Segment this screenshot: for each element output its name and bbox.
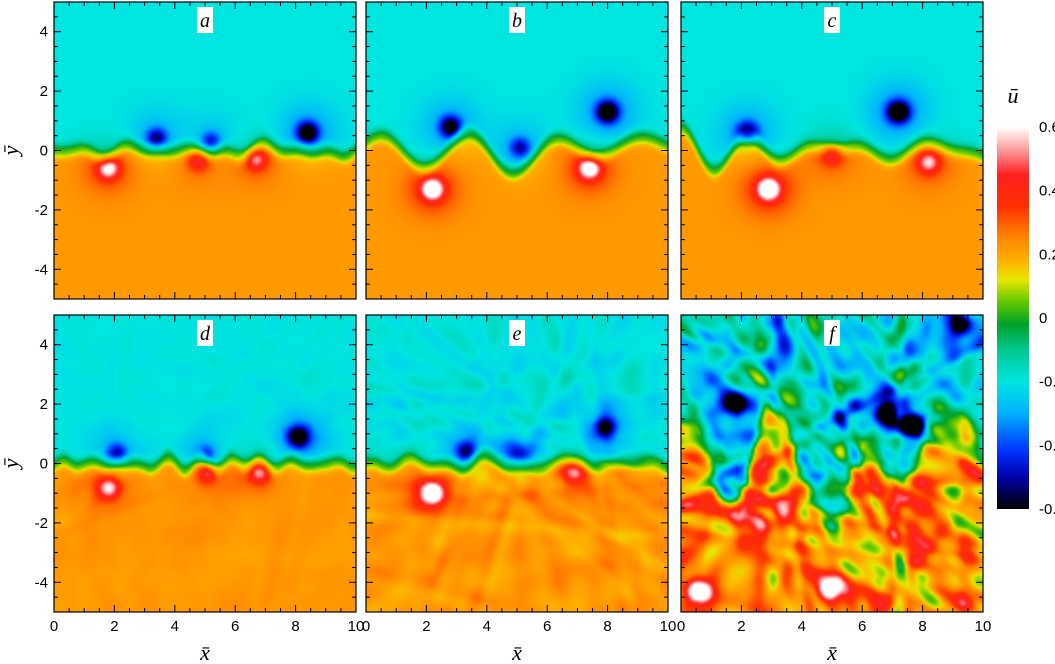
panel-a-ticks [53,1,357,300]
panel-a: a [53,1,357,300]
panel-a-tag-bg [197,7,213,33]
y-tick-label: -4 [35,261,48,278]
panel-d-tag-bg [197,320,213,346]
x-tick-label: 0 [50,618,58,635]
panel-c-field [681,2,983,299]
x-axis-label: x̄ [199,640,210,664]
panel-f-tag: f [829,323,837,345]
x-tick-label: 8 [603,618,611,635]
panel-e: e [365,314,669,613]
panel-b-ticks [365,1,669,300]
y-tick-label: 4 [40,337,48,354]
x-tick-label: 4 [798,618,806,635]
panel-e-field [366,315,668,612]
x-tick-label: 0 [677,618,685,635]
panel-c-ticks [680,1,984,300]
colorbar-tick-label: 0.2 [1039,246,1055,263]
x-tick-label: 10 [975,618,992,635]
y-tick-label: 4 [40,24,48,41]
x-axis-label: x̄ [511,640,522,664]
x-tick-label: 4 [483,618,491,635]
y-axis-label: ȳ [0,457,23,470]
x-tick-label: 8 [291,618,299,635]
colorbar: 0.6 0.4 0.2 0 -0.2 -0.4 -0.6 ū [997,83,1055,518]
y-tick-label: 2 [40,83,48,100]
panel-c-tag: c [828,10,837,32]
y-tick-label: 0 [40,456,48,473]
colorbar-tick-label: -0.2 [1039,374,1055,391]
panel-c-tag-bg [824,7,840,33]
panel-f-tag-bg [824,320,840,346]
panel-a-tag: a [200,10,210,32]
y-tick-label: -4 [35,574,48,591]
colorbar-label: ū [1008,83,1019,108]
panel-f-ticks [680,314,984,613]
colorbar-tick-label: 0.6 [1039,119,1055,136]
panel-b-tag-bg [509,7,525,33]
x-tick-label: 2 [110,618,118,635]
x-tick-label: 6 [858,618,866,635]
y-axis-label: ȳ [0,144,23,157]
panel-e-ticks [365,314,669,613]
y-tick-label: 2 [40,396,48,413]
panel-b-field [366,2,668,299]
colorbar-tick-label: -0.6 [1039,501,1055,518]
colorbar-gradient [997,127,1029,509]
x-tick-label: 4 [171,618,179,635]
colorbar-tick-label: 0 [1039,310,1047,327]
panel-f: f [680,314,984,613]
panel-d: d [53,314,357,613]
panel-e-tag-bg [509,320,525,346]
y-tick-label: 0 [40,143,48,160]
panel-c: c [680,1,984,300]
panel-b: b [365,1,669,300]
panel-e-tag: e [513,323,522,345]
panel-b-tag: b [512,10,522,32]
x-tick-label: 6 [231,618,239,635]
panel-a-field [54,2,356,299]
panels: a b c d e f [53,1,984,613]
x-tick-label: 8 [918,618,926,635]
panel-d-ticks [53,314,357,613]
panel-d-field [54,315,356,612]
panel-d-tag: d [200,323,211,345]
panel-f-field [681,315,983,612]
axes: -4 -2 0 2 4 ȳ -4 -2 0 2 4 ȳ 0 2 4 6 8 10 x̄ 0 2 4 6 8 10 x̄ 0 2 4 6 8 1… [0,1,992,664]
colorbar-tick-label: -0.4 [1039,437,1055,454]
y-tick-label: -2 [35,515,48,532]
x-tick-label: 10 [348,618,365,635]
x-tick-label: 2 [422,618,430,635]
x-tick-label: 6 [543,618,551,635]
y-tick-label: -2 [35,202,48,219]
x-tick-label: 10 [660,618,677,635]
x-tick-label: 0 [362,618,370,635]
x-tick-label: 2 [737,618,745,635]
x-axis-label: x̄ [826,640,837,664]
colorbar-tick-label: 0.4 [1039,183,1055,200]
